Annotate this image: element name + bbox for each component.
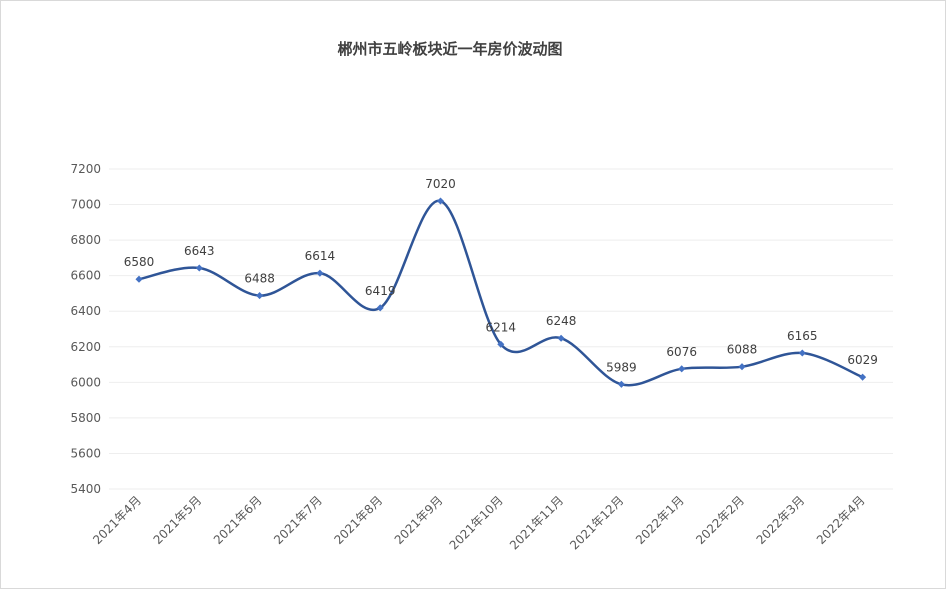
y-tick-label: 6200 [70, 340, 101, 354]
y-tick-label: 6400 [70, 304, 101, 318]
gridlines [109, 168, 893, 490]
y-tick-label: 7000 [70, 198, 101, 212]
x-tick-label: 2021年12月 [567, 493, 626, 552]
data-point-marker [859, 373, 867, 381]
x-tick-label: 2021年8月 [331, 493, 385, 547]
data-label: 6419 [365, 284, 396, 298]
data-point-marker [497, 340, 505, 348]
y-tick-label: 5600 [70, 446, 101, 460]
x-tick-label: 2022年2月 [693, 493, 747, 547]
data-label: 6088 [727, 343, 758, 357]
x-tick-label: 2022年4月 [814, 493, 868, 547]
data-point-marker [798, 349, 806, 357]
chart-title: 郴州市五岭板块近一年房价波动图 [337, 40, 563, 58]
series-line [137, 199, 864, 387]
data-label: 6029 [847, 353, 878, 367]
data-label: 6076 [666, 345, 697, 359]
data-label: 6214 [486, 320, 517, 334]
y-tick-label: 6800 [70, 233, 101, 247]
data-labels: 6580 6643 6488 6614 6419 7020 6214 6248 5989 6076… [124, 177, 878, 374]
data-label: 7020 [425, 177, 456, 191]
data-label: 6165 [787, 329, 818, 343]
data-label: 5989 [606, 360, 637, 374]
x-tick-label: 2021年9月 [392, 493, 446, 547]
x-tick-label: 2021年4月 [90, 493, 144, 547]
x-tick-label: 2022年3月 [754, 493, 808, 547]
data-point-marker [135, 275, 143, 283]
data-point-marker [678, 365, 686, 373]
x-tick-label: 2021年10月 [447, 493, 506, 552]
x-tick-label: 2021年7月 [271, 493, 325, 547]
y-axis: 7200 7000 6800 6600 6400 6200 6000 5800 5600 5400 [70, 162, 101, 496]
y-tick-label: 6000 [70, 375, 101, 389]
data-label: 6248 [546, 314, 577, 328]
data-label: 6488 [244, 272, 275, 286]
data-point-marker [195, 264, 203, 272]
y-tick-label: 5400 [70, 482, 101, 496]
x-tick-label: 2022年1月 [633, 493, 687, 547]
data-point-marker [376, 304, 384, 312]
y-tick-label: 5800 [70, 411, 101, 425]
x-axis: 2021年4月 2021年5月 2021年6月 2021年7月 2021年8月 2021年… [90, 493, 867, 552]
y-tick-label: 6600 [70, 269, 101, 283]
y-tick-label: 7200 [70, 162, 101, 176]
data-point-marker [738, 363, 746, 371]
data-point-marker [316, 269, 324, 277]
x-tick-label: 2021年11月 [507, 493, 566, 552]
data-point-marker [256, 292, 264, 300]
data-markers [135, 197, 867, 388]
data-label: 6614 [305, 249, 336, 263]
x-tick-label: 2021年5月 [151, 493, 205, 547]
data-label: 6580 [124, 255, 155, 269]
x-tick-label: 2021年6月 [211, 493, 265, 547]
data-label: 6643 [184, 244, 215, 258]
data-point-marker [617, 380, 625, 388]
data-point-marker [436, 197, 445, 205]
data-point-marker [557, 334, 565, 342]
